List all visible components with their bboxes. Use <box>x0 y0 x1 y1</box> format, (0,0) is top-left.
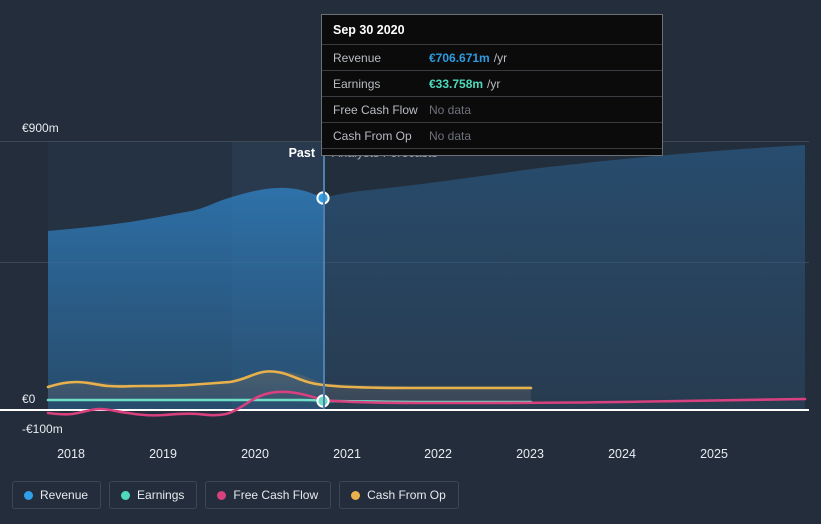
past-label: Past <box>288 146 315 160</box>
tooltip-date: Sep 30 2020 <box>333 23 405 37</box>
cash-from-op-color-dot-icon <box>351 490 361 500</box>
tooltip-key-revenue: Revenue <box>333 50 382 65</box>
legend-item-earnings[interactable]: Earnings <box>109 481 198 509</box>
legend: Revenue Earnings Free Cash Flow Cash Fro… <box>12 481 459 509</box>
revenue-hover-marker <box>316 191 330 205</box>
revenue-area-past <box>48 187 323 409</box>
x-axis-label-2020: 2020 <box>241 447 269 461</box>
legend-item-cash-from-op[interactable]: Cash From Op <box>339 481 459 509</box>
x-axis-label-2023: 2023 <box>516 447 544 461</box>
tooltip-key-cash-from-op: Cash From Op <box>333 128 412 143</box>
legend-label-revenue: Revenue <box>40 488 89 502</box>
legend-item-free-cash-flow[interactable]: Free Cash Flow <box>205 481 332 509</box>
zero-baseline <box>0 409 809 411</box>
tooltip-unit-revenue: /yr <box>493 50 508 65</box>
tooltip-value-cash-from-op: No data <box>429 128 472 143</box>
legend-label-free-cash-flow: Free Cash Flow <box>233 488 319 502</box>
cash-from-op-line <box>46 370 533 390</box>
earnings-hover-marker <box>316 394 330 408</box>
legend-label-cash-from-op: Cash From Op <box>367 488 446 502</box>
tooltip-key-free-cash-flow: Free Cash Flow <box>333 102 418 117</box>
tooltip-key-earnings: Earnings <box>333 76 381 91</box>
free-cash-flow-line <box>46 390 807 417</box>
tooltip-row-earnings: Earnings €33.758m/yr <box>322 70 662 96</box>
tooltip-value-earnings: €33.758m/yr <box>429 77 500 91</box>
tooltip-value-revenue: €706.671m/yr <box>429 51 507 65</box>
tooltip-row-cash-from-op: Cash From Op No data <box>322 122 662 148</box>
revenue-color-dot-icon <box>24 490 33 500</box>
tooltip-unit-earnings: /yr <box>487 76 501 91</box>
legend-label-earnings: Earnings <box>137 488 185 502</box>
y-axis-label-0: €0 <box>22 392 36 406</box>
tooltip-row-revenue: Revenue €706.671m/yr <box>322 44 662 70</box>
low-series-band <box>48 370 531 404</box>
tooltip-footer <box>322 148 662 155</box>
x-axis-label-2018: 2018 <box>57 447 85 461</box>
x-axis-label-2022: 2022 <box>424 447 452 461</box>
tooltip-value-free-cash-flow: No data <box>429 102 472 117</box>
x-axis-label-2025: 2025 <box>700 447 728 461</box>
earnings-color-dot-icon <box>121 490 131 500</box>
revenue-area-forecast <box>323 145 805 409</box>
tooltip-amount-revenue: €706.671m <box>429 50 490 65</box>
x-axis-label-2019: 2019 <box>149 447 177 461</box>
x-axis-label-2021: 2021 <box>333 447 361 461</box>
x-axis-label-2024: 2024 <box>608 447 636 461</box>
legend-item-revenue[interactable]: Revenue <box>12 481 102 509</box>
free-cash-flow-color-dot-icon <box>217 490 227 500</box>
y-axis-label-neg100m: -€100m <box>22 422 63 436</box>
y-axis-label-900m: €900m <box>22 121 59 135</box>
tooltip-amount-earnings: €33.758m <box>429 76 484 91</box>
past-label-wrap: Past <box>0 0 323 160</box>
hover-tooltip: Sep 30 2020 Revenue €706.671m/yr Earning… <box>321 14 663 156</box>
tooltip-row-free-cash-flow: Free Cash Flow No data <box>322 96 662 122</box>
forecast-divider <box>323 141 325 409</box>
